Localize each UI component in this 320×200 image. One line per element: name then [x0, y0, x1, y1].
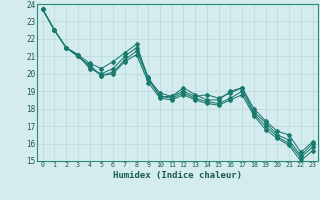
X-axis label: Humidex (Indice chaleur): Humidex (Indice chaleur) [113, 171, 242, 180]
